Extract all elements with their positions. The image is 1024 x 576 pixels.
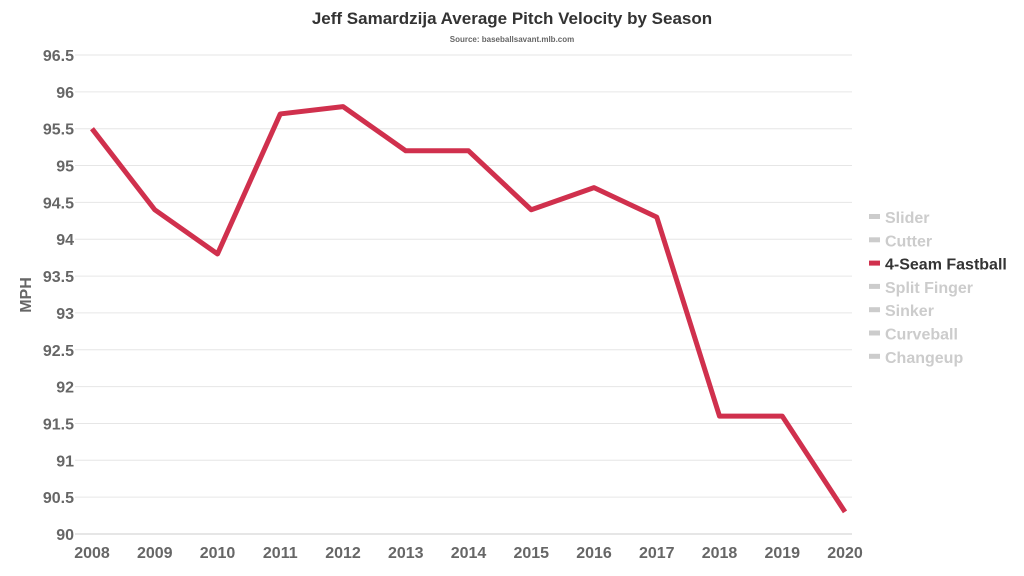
x-tick-label: 2013 (388, 545, 424, 562)
legend-swatch (869, 214, 880, 219)
x-tick-label: 2015 (513, 545, 549, 562)
y-tick-label: 94 (56, 232, 74, 249)
legend-item[interactable]: Changeup (885, 350, 963, 367)
x-tick-label: 2014 (451, 545, 487, 562)
y-tick-label: 91 (56, 453, 74, 470)
legend-item[interactable]: Slider (885, 210, 929, 227)
series-line-4-seam-fastball (90, 104, 848, 514)
legend-item[interactable]: Cutter (885, 233, 932, 250)
y-tick-label: 92 (56, 380, 74, 397)
chart-title: Jeff Samardzija Average Pitch Velocity b… (312, 9, 712, 28)
legend-swatch (869, 330, 880, 336)
x-tick-label: 2012 (325, 545, 361, 562)
legend-item[interactable]: Curveball (885, 327, 958, 344)
x-tick-label: 2020 (827, 545, 863, 562)
chart-subtitle: Source: baseballsavant.mlb.com (450, 35, 575, 44)
y-tick-label: 96 (56, 85, 74, 102)
legend-swatch (869, 260, 880, 266)
x-tick-label: 2008 (74, 545, 110, 562)
legend-item[interactable]: Sinker (885, 303, 934, 320)
x-tick-label: 2019 (764, 545, 800, 562)
legend-item[interactable]: Split Finger (885, 280, 973, 297)
y-tick-label: 90.5 (43, 490, 74, 507)
x-tick-label: 2010 (200, 545, 236, 562)
legend-swatch (869, 283, 880, 289)
legend-item[interactable]: 4-Seam Fastball (885, 257, 1007, 274)
y-tick-label: 94.5 (43, 195, 74, 212)
y-tick-label: 92.5 (43, 343, 74, 360)
x-tick-label: 2017 (639, 545, 675, 562)
y-tick-label: 93 (56, 306, 74, 323)
y-tick-label: 90 (56, 527, 74, 544)
x-tick-label: 2016 (576, 545, 612, 562)
legend-swatch (869, 307, 880, 313)
y-tick-label: 95.5 (43, 122, 74, 139)
x-tick-label: 2011 (263, 545, 298, 562)
legend-swatch (869, 237, 880, 243)
y-axis-label: MPH (18, 277, 35, 313)
y-tick-label: 93.5 (43, 269, 74, 286)
y-tick-label: 95 (56, 159, 74, 176)
x-tick-label: 2009 (137, 545, 173, 562)
legend-swatch (869, 353, 880, 359)
y-tick-label: 91.5 (43, 416, 74, 433)
x-tick-label: 2018 (702, 545, 738, 562)
y-tick-label: 96.5 (43, 48, 74, 65)
